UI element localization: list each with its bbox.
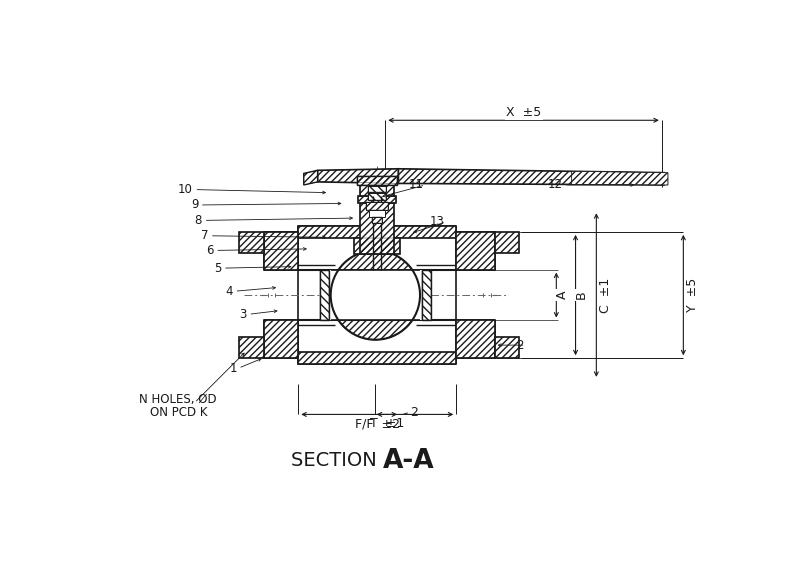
Bar — [371, 217, 382, 222]
Text: Y  ±5: Y ±5 — [686, 278, 699, 312]
Polygon shape — [494, 232, 519, 254]
Text: 3: 3 — [239, 308, 246, 321]
Text: 4: 4 — [226, 285, 233, 298]
Polygon shape — [298, 352, 456, 365]
Text: A-A: A-A — [383, 448, 434, 474]
Polygon shape — [572, 171, 668, 185]
Bar — [368, 186, 386, 192]
Text: X  ±5: X ±5 — [506, 106, 542, 119]
Text: B: B — [575, 291, 588, 299]
Text: 6: 6 — [206, 244, 214, 257]
Polygon shape — [298, 226, 456, 238]
Bar — [327, 269, 424, 320]
Polygon shape — [398, 169, 664, 185]
Polygon shape — [320, 269, 329, 320]
Text: 7: 7 — [201, 229, 208, 242]
Text: 9: 9 — [190, 199, 198, 212]
Polygon shape — [330, 250, 420, 295]
Bar — [369, 209, 385, 217]
Text: 2: 2 — [517, 338, 524, 351]
Polygon shape — [239, 232, 264, 254]
Polygon shape — [354, 238, 400, 254]
Bar — [368, 194, 386, 200]
Text: 11: 11 — [409, 178, 424, 191]
Polygon shape — [456, 320, 494, 358]
Text: 1: 1 — [230, 362, 237, 375]
Polygon shape — [360, 203, 394, 254]
Text: 2: 2 — [410, 406, 418, 419]
Bar — [366, 202, 388, 209]
Text: T  ±1: T ±1 — [370, 417, 404, 430]
Bar — [357, 175, 397, 185]
Text: ON PCD K: ON PCD K — [150, 406, 207, 419]
Text: C  ±1: C ±1 — [599, 277, 612, 312]
Text: 8: 8 — [194, 214, 202, 227]
Polygon shape — [422, 269, 430, 320]
Polygon shape — [264, 320, 298, 358]
Polygon shape — [456, 232, 494, 269]
Text: 10: 10 — [178, 183, 193, 196]
Bar — [368, 194, 386, 200]
Polygon shape — [494, 337, 519, 358]
Bar — [357, 175, 397, 185]
Text: A: A — [556, 291, 569, 299]
Text: 13: 13 — [430, 216, 445, 229]
Bar — [366, 202, 388, 209]
Polygon shape — [358, 196, 396, 203]
Polygon shape — [318, 169, 398, 183]
Text: SECTION: SECTION — [291, 451, 383, 470]
Bar — [371, 217, 382, 222]
Bar — [368, 186, 386, 192]
Circle shape — [330, 250, 420, 340]
Polygon shape — [264, 232, 298, 269]
Polygon shape — [239, 337, 264, 358]
Text: 12: 12 — [547, 178, 562, 191]
Text: 5: 5 — [214, 261, 222, 275]
Polygon shape — [304, 170, 318, 185]
Polygon shape — [360, 182, 394, 196]
Text: F/F  ±2: F/F ±2 — [354, 417, 400, 430]
Polygon shape — [330, 295, 420, 340]
Text: N HOLES, ØD: N HOLES, ØD — [139, 392, 217, 405]
